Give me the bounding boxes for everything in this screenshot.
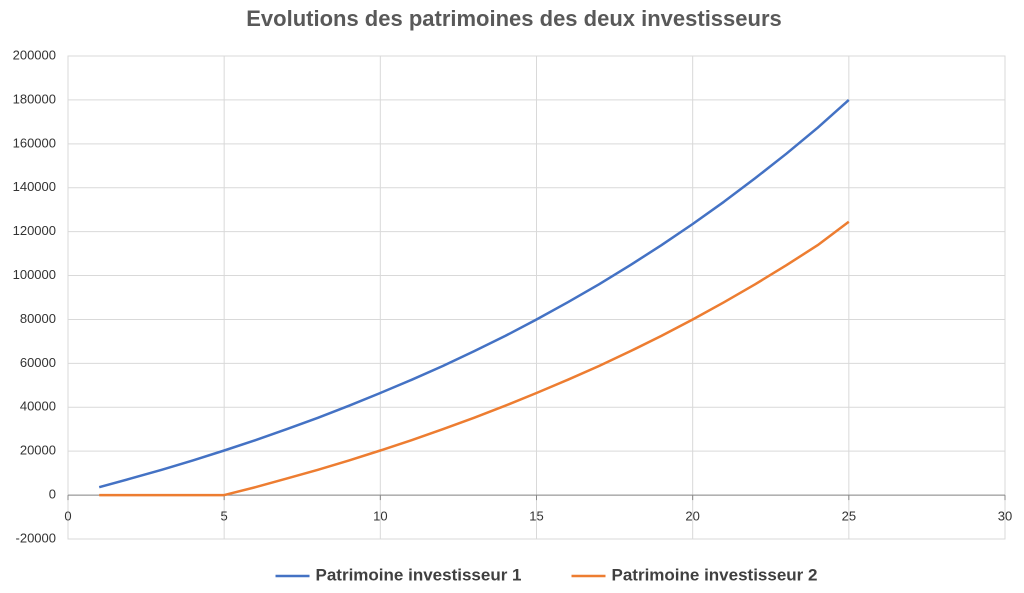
y-tick-label: 100000 xyxy=(13,267,56,282)
x-tick-label: 20 xyxy=(685,509,699,524)
y-tick-label: 160000 xyxy=(13,135,56,150)
y-tick-label: -20000 xyxy=(16,530,56,545)
x-tick-label: 0 xyxy=(64,509,71,524)
data-line xyxy=(99,220,850,497)
y-tick-label: 60000 xyxy=(20,355,56,370)
legend-label: Patrimoine investisseur 2 xyxy=(612,565,818,584)
y-tick-label: 40000 xyxy=(20,399,56,414)
y-tick-label: 180000 xyxy=(13,91,56,106)
x-tick-label: 10 xyxy=(373,509,387,524)
legend-label: Patrimoine investisseur 1 xyxy=(316,565,522,584)
y-tick-label: 80000 xyxy=(20,311,56,326)
x-tick-label: 15 xyxy=(529,509,543,524)
y-tick-label: 140000 xyxy=(13,179,56,194)
y-tick-label: 120000 xyxy=(13,223,56,238)
x-tick-label: 25 xyxy=(842,509,856,524)
x-tick-label: 30 xyxy=(998,509,1012,524)
chart-title: Evolutions des patrimoines des deux inve… xyxy=(246,6,782,31)
y-tick-label: 0 xyxy=(49,487,56,502)
data-line xyxy=(98,98,850,489)
y-tick-label: 200000 xyxy=(13,47,56,62)
x-tick-label: 5 xyxy=(221,509,228,524)
y-tick-label: 20000 xyxy=(20,443,56,458)
